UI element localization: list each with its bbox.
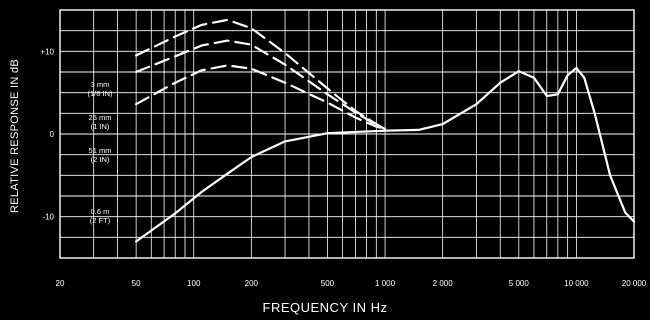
curve-label-3-unit: (2 IN)	[91, 155, 110, 164]
x-tick-label: 200	[245, 279, 259, 288]
x-tick-label: 10 000	[564, 279, 589, 288]
x-tick-label: 20 000	[622, 279, 647, 288]
series-line-4	[135, 66, 636, 243]
x-tick-label: 1 000	[375, 279, 396, 288]
y-tick-label: +10	[40, 47, 54, 56]
x-tick-label: 5 000	[509, 279, 530, 288]
curve-label-4: 0.6 m	[91, 207, 110, 216]
curve-label-1: 3 mm	[91, 80, 110, 89]
x-tick-label: 20	[56, 279, 65, 288]
x-axis-label: FREQUENCY IN Hz	[262, 300, 388, 315]
x-tick-label: 500	[321, 279, 335, 288]
y-tick-label: 0	[50, 130, 55, 139]
curve-label-3: 51 mm	[89, 146, 112, 155]
y-axis-label: RELATIVE RESPONSE IN dB	[9, 58, 21, 214]
x-tick-label: 100	[187, 279, 201, 288]
series-line-2	[135, 39, 387, 131]
curve-label-1-unit: (1/8 IN)	[87, 89, 113, 98]
series-line-3	[135, 64, 387, 131]
x-tick-label: 2 000	[433, 279, 454, 288]
y-tick-label: -10	[42, 213, 54, 222]
curve-label-2-unit: (1 IN)	[91, 122, 110, 131]
x-tick-label: 50	[132, 279, 141, 288]
curve-label-2: 25 mm	[89, 113, 112, 122]
curve-label-4-unit: (2 FT)	[90, 216, 111, 225]
